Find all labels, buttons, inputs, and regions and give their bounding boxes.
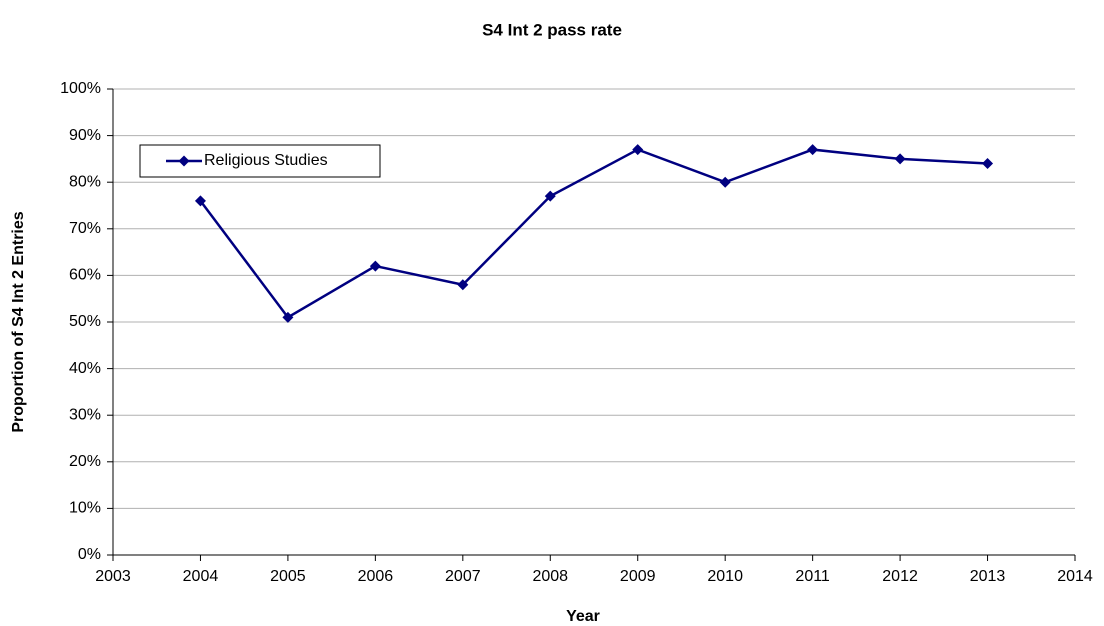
y-tick-label: 70% [69,220,101,237]
x-tick-label: 2013 [970,568,1006,585]
x-tick-label: 2009 [620,568,656,585]
y-tick-label: 30% [69,406,101,423]
x-tick-label: 2011 [795,568,830,585]
y-tick-label: 50% [69,313,101,330]
data-point [719,176,731,188]
x-axis-title: Year [566,608,600,625]
data-point [194,195,206,207]
legend-label: Religious Studies [204,152,328,169]
legend-marker [178,155,190,167]
x-tick-label: 2004 [183,568,219,585]
x-tick-label: 2010 [707,568,743,585]
data-point [982,158,994,170]
data-point [894,153,906,165]
data-point [544,190,556,202]
y-tick-label: 20% [69,453,101,470]
x-tick-label: 2007 [445,568,481,585]
y-tick-label: 60% [69,267,101,284]
x-tick-label: 2003 [95,568,131,585]
data-point [282,311,294,323]
x-tick-label: 2008 [532,568,568,585]
legend-box [139,144,381,178]
y-tick-label: 0% [78,546,101,563]
data-point [457,279,469,291]
chart-title: S4 Int 2 pass rate [482,20,622,39]
data-point [807,144,819,156]
x-tick-label: 2012 [882,568,918,585]
y-tick-label: 100% [60,80,101,97]
series-line [199,148,988,319]
x-tick-label: 2014 [1057,568,1093,585]
y-tick-label: 90% [69,127,101,144]
x-tick-label: 2005 [270,568,306,585]
y-tick-label: 80% [69,173,101,190]
y-tick-label: 10% [69,500,101,517]
x-tick-label: 2006 [358,568,394,585]
data-point [369,260,381,272]
data-point [632,144,644,156]
y-tick-label: 40% [69,360,101,377]
y-axis-title: Proportion of S4 Int 2 Entries [10,211,27,432]
